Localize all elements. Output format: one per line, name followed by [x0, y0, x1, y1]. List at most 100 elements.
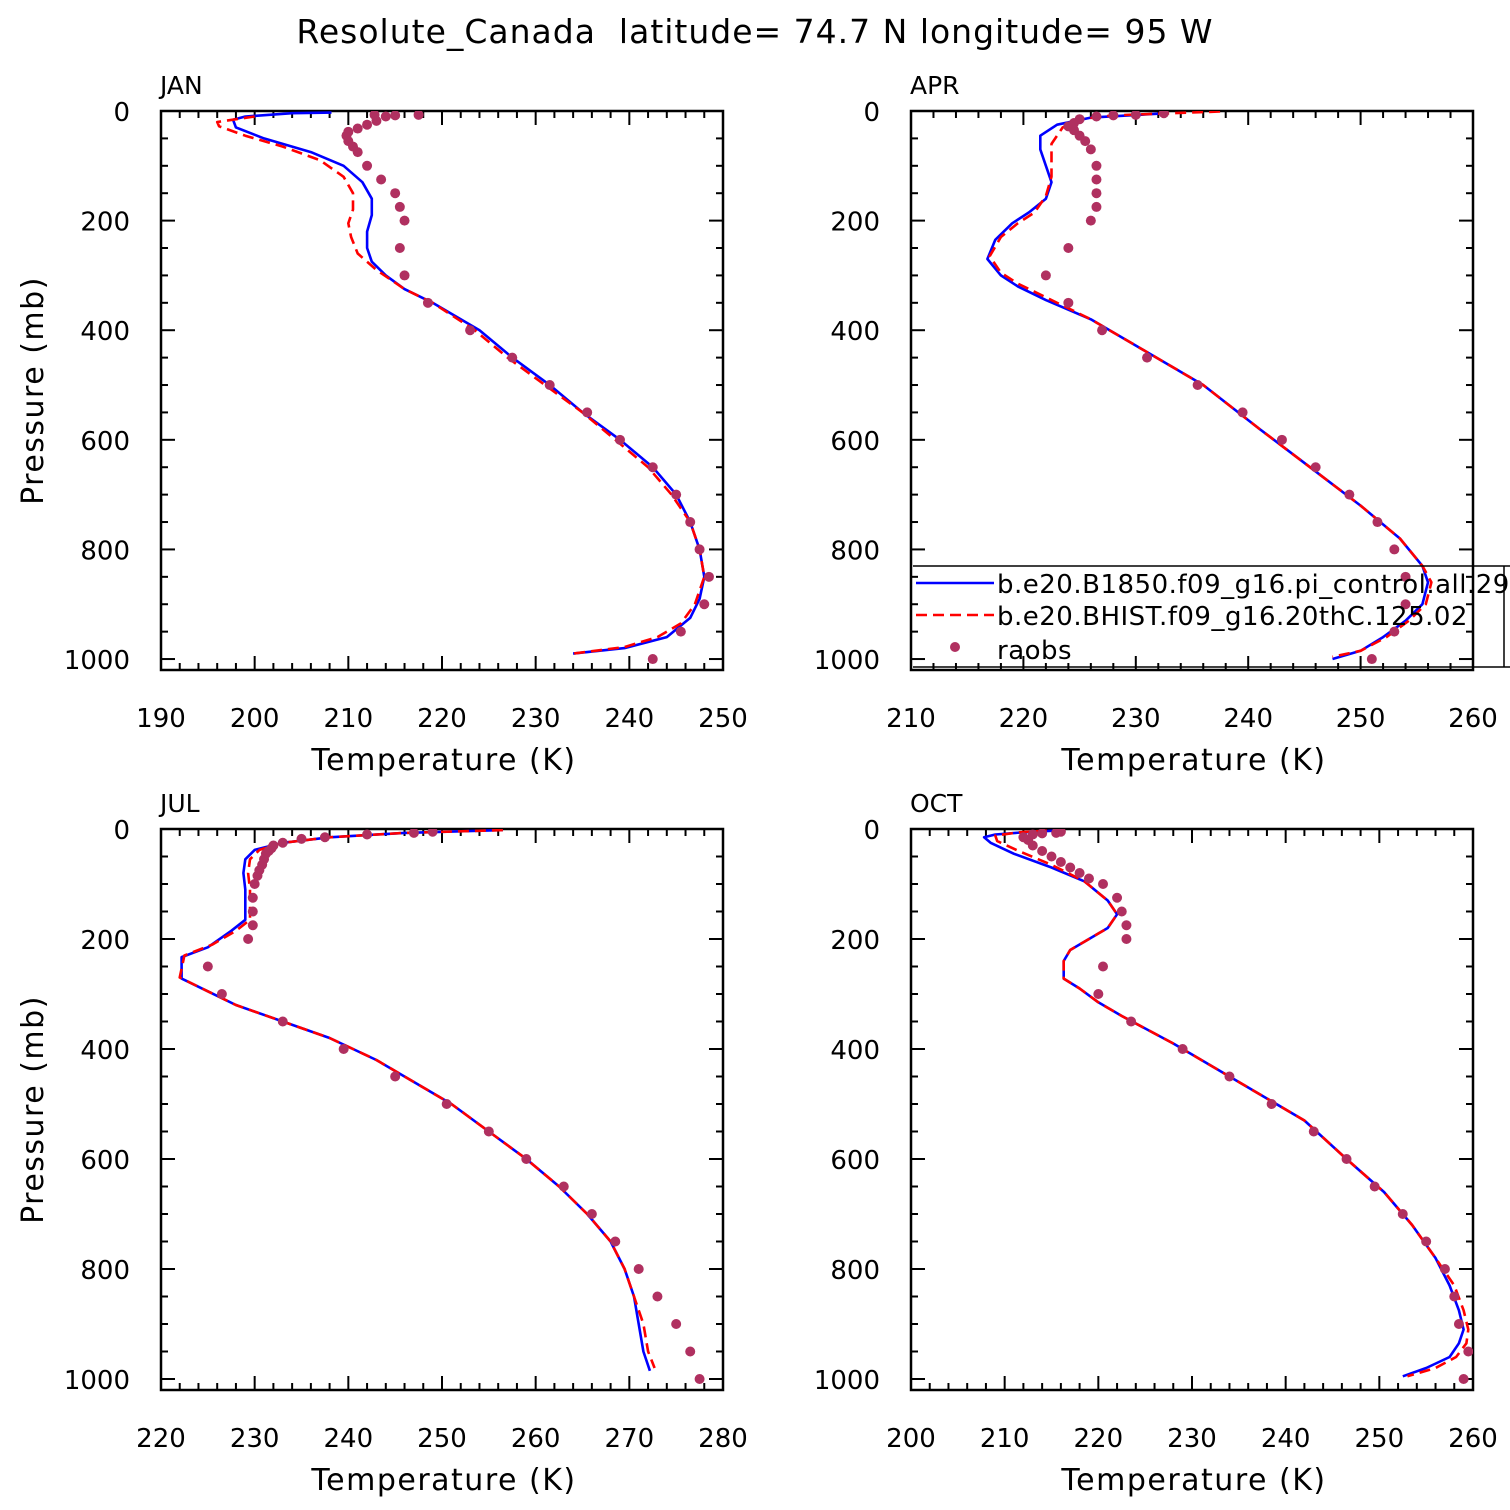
raobs-point [394, 243, 405, 254]
raobs-point [338, 1044, 349, 1054]
x-tick-label: 230 [511, 704, 561, 734]
raobs-point [1116, 906, 1127, 917]
x-tick-label: 260 [1448, 704, 1498, 734]
raobs-point [1276, 434, 1287, 445]
raobs-point [1341, 1154, 1352, 1164]
raobs-point [1366, 654, 1377, 665]
raobs-point [1063, 243, 1074, 254]
raobs-point [352, 123, 363, 134]
raobs-point [319, 832, 330, 843]
raobs-point [247, 920, 258, 931]
raobs-point [610, 1236, 621, 1247]
raobs-point [1158, 111, 1169, 119]
x-tick-label: 250 [1336, 704, 1386, 734]
pi-control-model-line [982, 829, 1465, 1378]
raobs-point [1237, 407, 1248, 418]
raobs-point [699, 599, 710, 610]
raobs-point [1121, 920, 1132, 931]
raobs-point [277, 1016, 288, 1027]
x-tick-label: 220 [1074, 1424, 1124, 1454]
x-tick-label: 250 [698, 704, 748, 734]
y-tick-label: 600 [830, 427, 880, 457]
raobs-point [1085, 144, 1096, 155]
y-tick-label: 800 [80, 1256, 130, 1286]
legend: b.e20.B1850.f09_g16.pi_control.all.297b.… [913, 565, 1510, 668]
raobs-point [558, 1181, 569, 1192]
raobs-point [647, 654, 658, 665]
raobs-point [1372, 517, 1383, 528]
raobs-point [1091, 160, 1102, 171]
raobs-point [1108, 111, 1119, 121]
pi-control-model-line [986, 112, 1430, 661]
raobs-point [1449, 1291, 1460, 1302]
y-tick-label: 800 [830, 536, 880, 566]
raobs-point [1091, 174, 1102, 185]
x-tick-label: 260 [511, 1424, 561, 1454]
raobs-point [483, 1126, 494, 1137]
y-tick-label: 0 [113, 816, 130, 846]
raobs-point [652, 1291, 663, 1302]
series-group [215, 111, 714, 665]
raobs-point [1400, 599, 1411, 610]
raobs-point [413, 111, 424, 120]
raobs-point [1091, 188, 1102, 199]
raobs-point [390, 188, 401, 199]
raobs-point [694, 544, 705, 555]
y-tick-label: 800 [80, 536, 130, 566]
series-group [982, 829, 1473, 1384]
raobs-point [216, 989, 227, 999]
raobs-point [296, 833, 307, 844]
y-axis-title: Pressure (mb) [16, 995, 51, 1224]
x-tick-label: 210 [980, 1424, 1030, 1454]
raobs-point [277, 837, 288, 848]
raobs-point [614, 434, 625, 445]
y-tick-label: 400 [80, 1036, 130, 1066]
raobs-point [1091, 201, 1102, 212]
x-tick-label: 200 [886, 1424, 936, 1454]
y-axis-title: Pressure (mb) [16, 276, 51, 505]
raobs-point [1400, 571, 1411, 582]
x-tick-label: 270 [605, 1424, 655, 1454]
raobs-point [544, 380, 555, 391]
raobs-point [243, 934, 254, 944]
raobs-point [1093, 989, 1104, 999]
raobs-point [394, 201, 405, 212]
raobs-point [1027, 840, 1038, 851]
x-axis-title: Temperature (K) [310, 1463, 576, 1498]
y-tick-label: 1000 [64, 1366, 130, 1396]
raobs-point [1397, 1209, 1408, 1219]
x-tick-label: 280 [698, 1424, 748, 1454]
raobs-point [582, 407, 593, 418]
page-title: Resolute_Canada latitude= 74.7 N longitu… [296, 12, 1214, 51]
raobs-point [1266, 1099, 1277, 1109]
raobs-point [465, 325, 476, 336]
raobs-point [1310, 462, 1321, 473]
y-tick-label: 400 [830, 1036, 880, 1066]
x-tick-label: 260 [1448, 1424, 1498, 1454]
raobs-point [202, 961, 213, 972]
x-tick-label: 250 [417, 1424, 467, 1454]
raobs-point [1192, 380, 1203, 391]
raobs-point [362, 829, 373, 840]
raobs-point [1142, 352, 1153, 363]
raobs-point [408, 829, 419, 838]
y-tick-label: 600 [80, 1146, 130, 1176]
raobs-point [1224, 1071, 1235, 1082]
x-axis-title: Temperature (K) [1060, 1463, 1326, 1498]
x-tick-label: 230 [1167, 1424, 1217, 1454]
raobs-point [1112, 892, 1123, 903]
raobs-point [376, 174, 387, 185]
raobs-point [685, 517, 696, 528]
raobs-point [1098, 879, 1109, 889]
plot-frame [909, 109, 1475, 672]
raobs-point [1389, 626, 1400, 637]
x-tick-label: 240 [1261, 1424, 1311, 1454]
raobs-point [703, 571, 714, 582]
raobs-point [1369, 1181, 1380, 1192]
raobs-point [362, 119, 373, 130]
y-tick-label: 0 [113, 98, 130, 128]
